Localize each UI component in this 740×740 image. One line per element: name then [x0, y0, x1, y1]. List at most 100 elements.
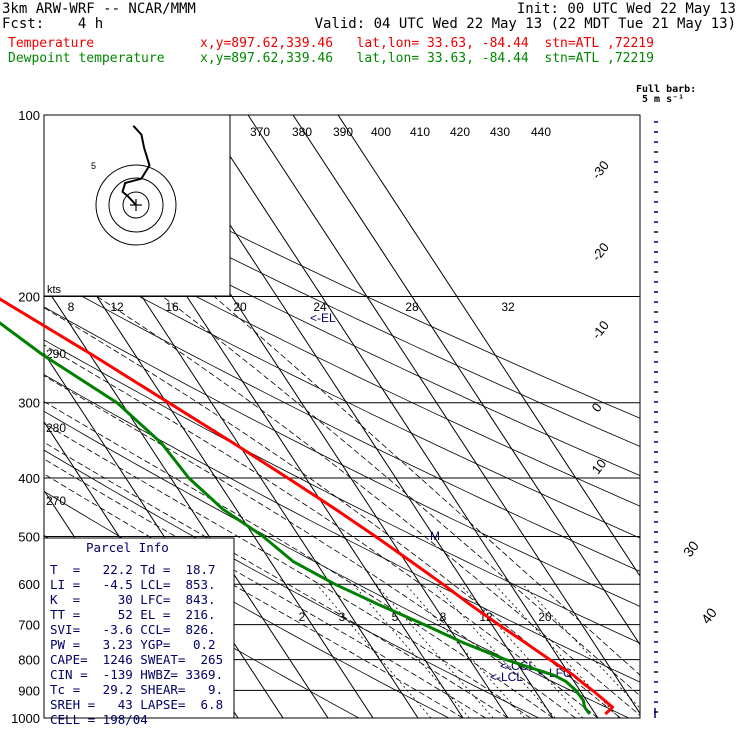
parcel-info-row: TT = 52 EL = 216. [50, 607, 216, 622]
pressure-label: 100 [18, 108, 40, 123]
theta-e-label: 290 [46, 347, 66, 361]
parcel-info-row: CAPE= 1246 SWEAT= 265 [50, 652, 224, 667]
dry-adiabat-lines [44, 136, 640, 718]
hodograph-ring [122, 191, 150, 219]
isotherm-label: -30 [589, 158, 612, 182]
pressure-label: 200 [18, 290, 40, 305]
dewpoint-series [0, 321, 591, 715]
pressure-lines: 100 200 300 400 500 600 700 800 900 1000 [11, 108, 641, 726]
theta-e-label: 370 [250, 125, 270, 139]
parcel-info-row: CIN = -139 HWBZ= 3369. [50, 667, 224, 682]
hodograph-trace [121, 125, 151, 206]
pressure-label: 800 [18, 653, 40, 668]
moist-adiabat-line [44, 473, 464, 718]
theta-e-label: 410 [410, 125, 430, 139]
parcel-info-row: K = 30 LFC= 843. [50, 592, 216, 607]
theta-e-label: 280 [46, 421, 66, 435]
isotherm-label: 40 [698, 605, 720, 627]
temperature-legend-info: x,y=897.62,339.46 lat,lon= 33.63, -84.44… [200, 36, 654, 51]
parcel-info-row: PW = 3.23 YGP= 0.2 [50, 637, 216, 652]
parcel-info-panel: Parcel Info T = 22.2 Td = 18.7 LI = -4.5 … [44, 538, 234, 728]
hodograph-ring [108, 177, 164, 233]
parcel-info-row: CELL = 198/04 [50, 712, 148, 727]
init-time: Init: 00 UTC Wed 22 May 13 [516, 1, 736, 17]
moist-adiabat-line [44, 375, 576, 718]
mixing-ratio-label: 2 [299, 610, 306, 624]
isotherm-line [202, 115, 599, 718]
parcel-info-row: SREH = 43 LAPSE= 6.8 [50, 697, 224, 712]
sounding-series [0, 297, 615, 716]
dry-adiabat-line [44, 161, 640, 447]
pressure-label: 300 [18, 396, 40, 411]
valid-time: Valid: 04 UTC Wed 22 May 13 (22 MDT Tue … [314, 16, 736, 32]
isotherm-line [44, 214, 374, 718]
forecast-hour: Fcst: 4 h [2, 16, 104, 32]
model-title: 3km ARW-WRF -- NCAR/MMM [2, 1, 196, 17]
dewpoint-legend-info: x,y=897.62,339.46 lat,lon= 33.63, -84.44… [200, 51, 654, 66]
parcel-panel-bg [43, 537, 235, 719]
isotherm-label: 10 [589, 456, 610, 477]
theta-e-label: 390 [333, 125, 353, 139]
mixing-ratio-label: 24 [313, 300, 327, 314]
temperature-legend-label: Temperature [8, 36, 95, 51]
mixing-ratio-label: 5 [392, 610, 399, 624]
isotherm-label: -20 [589, 240, 612, 264]
lcl-annotation: <-LCL [490, 670, 523, 684]
freezing-annotation: M [430, 529, 440, 543]
dry-adiabat-line [44, 188, 640, 477]
parcel-info-row: T = 22.2 Td = 18.7 [50, 562, 216, 577]
parcel-info-row: Tc = 29.2 SHEAR= 9. [50, 682, 224, 697]
dry-adiabat-line [44, 449, 539, 718]
hodograph-ring [95, 164, 177, 246]
hodograph-ring-label: 5 [91, 161, 96, 171]
mixing-ratio-label: 20 [233, 300, 247, 314]
isotherm-label: 30 [680, 538, 702, 560]
parcel-info-row: SVI= -3.6 CCL= 826. [50, 622, 216, 637]
isotherm-label: -10 [589, 318, 612, 342]
pressure-label: 500 [18, 529, 40, 544]
pressure-label: 600 [18, 577, 40, 592]
ccl-annotation: <-CCL [500, 659, 535, 673]
mixing-ratio-label: 16 [165, 300, 179, 314]
isotherm-line [0, 115, 13, 718]
moist-adiabat-line [44, 401, 554, 718]
plot-frame [43, 114, 641, 719]
isotherm-line [247, 115, 640, 715]
dry-adiabat-line [44, 339, 640, 644]
barb-key-title: Full barb: [636, 84, 697, 95]
dry-adiabat-line [44, 306, 640, 607]
dry-adiabat-line [44, 136, 640, 419]
barb-key-units: 5 m s⁻¹ [642, 94, 685, 105]
pressure-label: 700 [18, 618, 40, 633]
wind-barbs [654, 121, 658, 718]
mixing-ratio-label: 8 [68, 300, 75, 314]
theta-e-label: 430 [490, 125, 510, 139]
dry-adiabat-line [44, 374, 640, 683]
mixing-ratio-label: 20 [538, 610, 552, 624]
hodograph-units: kts [47, 284, 62, 296]
theta-e-label: 400 [371, 125, 391, 139]
pressure-label: 900 [18, 683, 40, 698]
theta-e-label: 440 [531, 125, 551, 139]
dry-adiabat-line [44, 216, 640, 507]
theta-e-label: 380 [292, 125, 312, 139]
mixing-ratio-label: 28 [405, 300, 419, 314]
hodograph-inset: kts 5 [43, 114, 231, 297]
dewpoint-legend-label: Dewpoint temperature [8, 51, 165, 66]
mixing-ratio-label: 32 [501, 300, 515, 314]
dry-adiabat-line [44, 410, 629, 718]
parcel-info-title: Parcel Info [86, 540, 169, 555]
isotherm-line [292, 115, 640, 646]
isotherm-line [337, 115, 640, 577]
mixing-ratio-line [405, 583, 525, 718]
pressure-label: 1000 [11, 711, 40, 726]
mixing-ratio-line [375, 583, 494, 718]
dry-adiabat-line [44, 244, 640, 539]
theta-e-label: 270 [46, 494, 66, 508]
mixing-ratio-label: 3 [339, 610, 346, 624]
theta-e-label: 420 [450, 125, 470, 139]
el-annotation: <-EL [310, 311, 336, 325]
moist-adiabat-line [44, 422, 531, 718]
parcel-info-row: LI = -4.5 LCL= 853. [50, 577, 216, 592]
